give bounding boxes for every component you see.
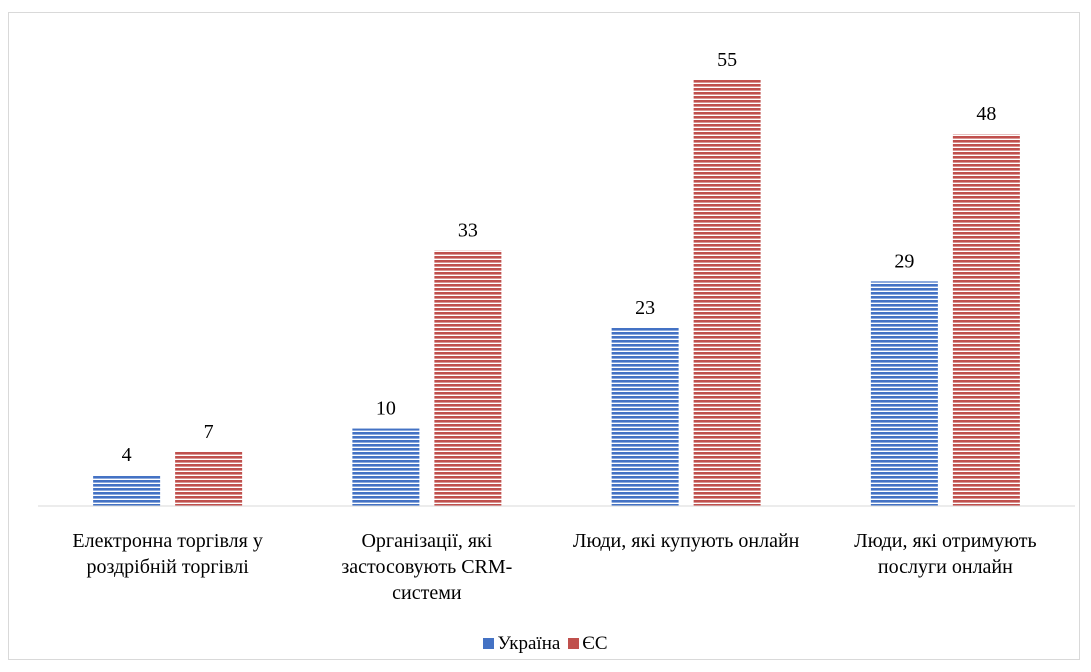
legend-item: Україна [483,633,560,654]
x-tick-label: Люди, які купують онлайн [572,530,800,552]
data-label: 7 [204,421,214,443]
bar [952,134,1020,507]
bar [870,281,938,506]
legend-swatch [483,638,495,649]
data-label: 4 [122,444,132,466]
bar [175,451,243,506]
data-label: 55 [717,49,737,71]
x-tick-label: Люди, які отримують послуги онлайн [854,530,1037,578]
bar [93,475,161,506]
bar [693,80,761,507]
data-label: 48 [976,103,996,125]
legend: Україна ЄС [0,633,1091,655]
data-label: 23 [635,297,655,319]
bar [434,250,502,506]
legend-item: ЄС [568,633,608,654]
data-label: 10 [376,398,396,420]
data-label: 33 [458,219,478,241]
bar [352,428,420,506]
data-label: 29 [894,250,914,272]
legend-label: ЄС [582,633,608,654]
legend-label: Україна [497,633,561,654]
bar [611,327,679,506]
x-tick-label: Електронна торгівля у роздрібній торгівл… [72,530,263,578]
legend-swatch [568,638,580,649]
x-tick-label: Організації, які застосовують CRM-систем… [341,530,513,604]
